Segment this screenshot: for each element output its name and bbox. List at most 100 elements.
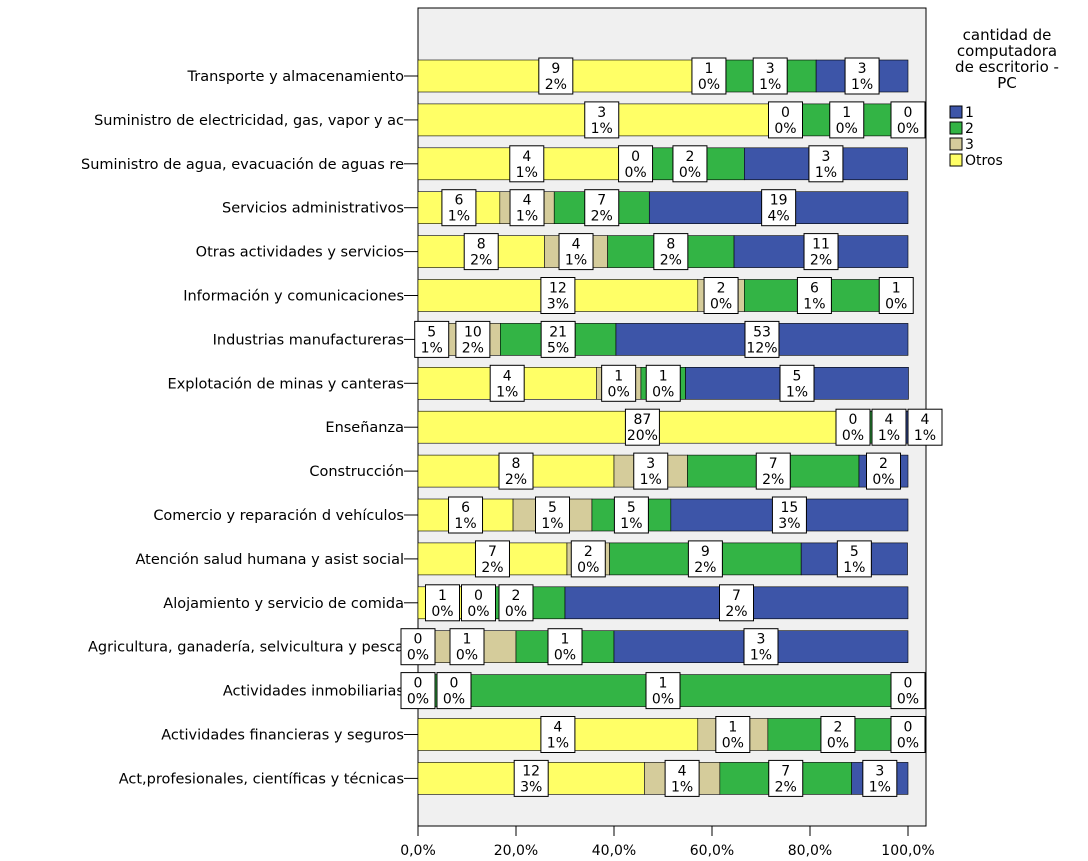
data-label: 00% (835, 408, 871, 446)
data-label-count: 2 (879, 456, 888, 472)
data-label-count: 4 (522, 149, 531, 165)
data-label-percent: 2% (481, 560, 503, 576)
data-label-count: 8 (666, 237, 675, 253)
data-label: 51% (836, 540, 872, 578)
data-label: 72% (474, 540, 510, 578)
data-label-percent: 1% (547, 736, 569, 752)
category-axis: Transporte y almacenamiento Suministro de… (81, 69, 418, 787)
data-label-percent: 0% (872, 472, 894, 488)
data-label-count: 1 (561, 632, 570, 648)
data-label-count: 15 (781, 500, 799, 516)
data-label-percent: 2% (725, 604, 747, 620)
data-label-box (633, 452, 669, 490)
data-label: 00% (400, 672, 436, 710)
data-label-box (513, 759, 549, 797)
data-label-percent: 2% (505, 472, 527, 488)
data-label-percent: 0% (443, 692, 465, 708)
x-tick-label: 100,0% (881, 843, 934, 859)
data-label-box (400, 672, 436, 710)
data-label-percent: 1% (869, 779, 891, 795)
data-label: 00% (890, 716, 926, 753)
data-label: 10% (425, 584, 460, 622)
data-label-count: 3 (821, 149, 830, 165)
data-label-box (618, 145, 654, 183)
data-label-count: 0 (904, 105, 913, 121)
data-label-percent: 0% (885, 297, 907, 313)
category-label: Servicios administrativos (222, 201, 404, 217)
category-label: Atención salud humana y asist social (135, 552, 404, 568)
data-label-percent: 1% (803, 297, 825, 313)
data-label: 10% (645, 364, 681, 402)
legend-label: 2 (965, 121, 974, 137)
data-label-count: 1 (728, 720, 737, 736)
data-label: 00% (768, 101, 803, 139)
data-label-box (768, 759, 804, 797)
data-label-count: 3 (875, 763, 884, 779)
data-label-percent: 1% (843, 560, 865, 576)
x-tick-label: 20,0% (494, 843, 538, 859)
data-label-count: 4 (921, 412, 930, 428)
data-label-box (624, 408, 660, 446)
data-label-percent: 1% (878, 428, 900, 444)
data-label-box (449, 628, 485, 666)
data-label: 00% (436, 672, 472, 710)
data-label-box (744, 320, 780, 358)
data-label-box (645, 364, 681, 402)
data-label: 123% (513, 759, 549, 797)
category-label: Alojamiento y servicio de comida (163, 596, 404, 612)
data-label: 41% (907, 408, 943, 446)
data-label-percent: 4% (768, 209, 790, 225)
data-label-count: 7 (597, 193, 606, 209)
data-label: 51% (613, 496, 649, 534)
legend-item: 3 (949, 137, 974, 153)
data-label-count: 2 (512, 588, 521, 604)
data-label: 41% (509, 189, 545, 227)
data-label-count: 8 (512, 456, 521, 472)
data-label: 10% (547, 628, 583, 666)
data-label-count: 1 (842, 105, 851, 121)
data-label-box (803, 233, 839, 271)
data-label: 10% (829, 101, 865, 139)
data-label-percent: 0% (774, 121, 796, 137)
data-label-percent: 1% (421, 340, 443, 356)
data-label-count: 5 (793, 368, 802, 384)
data-label-count: 0 (414, 632, 423, 648)
legend-swatch (949, 121, 963, 135)
data-label: 31% (862, 759, 898, 797)
data-label: 00% (400, 628, 436, 666)
data-label-percent: 0% (554, 648, 576, 664)
data-label-percent: 0% (897, 736, 919, 752)
data-label-count: 4 (572, 237, 581, 253)
category-label: Explotación de minas y canteras (168, 376, 404, 392)
category-label: Suministro de electricidad, gas, vapor y… (94, 113, 404, 129)
data-label-percent: 0% (608, 384, 630, 400)
data-label-count: 12 (522, 763, 540, 779)
legend-swatch (949, 153, 963, 167)
data-label-box (498, 452, 534, 490)
data-label-count: 7 (488, 544, 497, 560)
data-label-box (498, 584, 534, 622)
data-label: 72% (584, 189, 620, 227)
data-label-box (907, 408, 943, 446)
category-label: Construcción (309, 464, 404, 480)
data-label-percent: 1% (496, 384, 518, 400)
data-label-count: 1 (614, 368, 623, 384)
x-tick-label: 0,0% (400, 843, 436, 859)
data-label-box (540, 716, 576, 753)
data-label-box (761, 189, 797, 227)
data-label: 194% (761, 189, 797, 227)
data-label-percent: 0% (407, 692, 429, 708)
data-label: 82% (653, 233, 689, 271)
data-label: 82% (498, 452, 534, 490)
data-label-box (558, 233, 594, 271)
data-label: 61% (441, 189, 477, 227)
data-label-percent: 1% (759, 77, 781, 93)
data-label-percent: 5% (547, 340, 569, 356)
data-label: 153% (771, 496, 807, 534)
data-label-count: 3 (766, 61, 775, 77)
data-label: 00% (618, 145, 654, 183)
data-label: 31% (808, 145, 844, 183)
data-label-box (890, 716, 926, 753)
data-label-percent: 0% (827, 736, 849, 752)
